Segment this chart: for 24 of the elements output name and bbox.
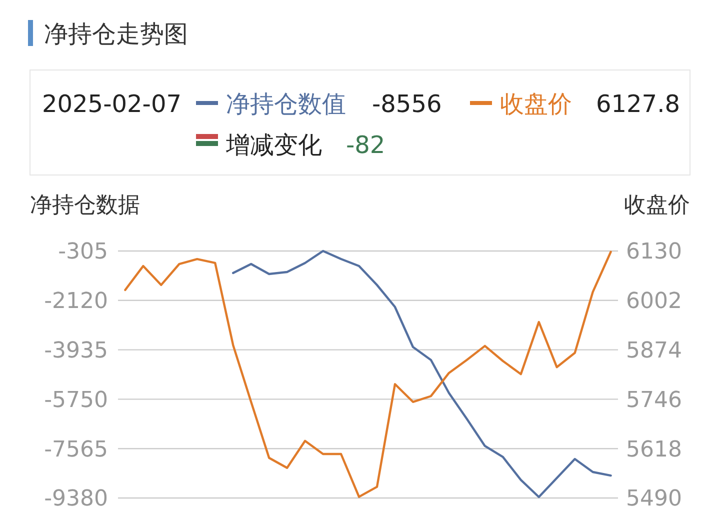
chart-title: 净持仓走势图	[44, 20, 188, 48]
y2-tick-label: 5618	[626, 437, 682, 462]
y-tick-label: -7565	[44, 437, 108, 462]
text: 增减变化	[225, 131, 322, 159]
text: 2025-02-07	[42, 90, 182, 118]
text: -82	[346, 131, 386, 159]
y2-tick-label: 5490	[626, 486, 682, 512]
y2-tick-label: 6002	[626, 289, 682, 314]
y-tick-label: -3935	[44, 338, 108, 364]
y-tick-label: -2120	[44, 289, 108, 314]
y-tick-label: -305	[58, 240, 108, 265]
y2-tick-label: 6130	[626, 240, 682, 265]
legend-label: 净持仓数值	[226, 90, 346, 118]
legend-label: 收盘价	[500, 90, 572, 118]
y-tick-label: -9380	[44, 486, 108, 512]
y2-axis-title: 收盘价	[624, 193, 690, 218]
y-tick-label: -5750	[44, 388, 108, 413]
text: 6127.8	[596, 90, 680, 118]
y-axis-title: 净持仓数据	[30, 193, 140, 218]
line-series	[124, 250, 612, 498]
y2-tick-label: 5874	[626, 338, 682, 364]
line-series	[232, 250, 612, 498]
y2-tick-label: 5746	[626, 388, 682, 413]
text: -8556	[372, 90, 442, 118]
